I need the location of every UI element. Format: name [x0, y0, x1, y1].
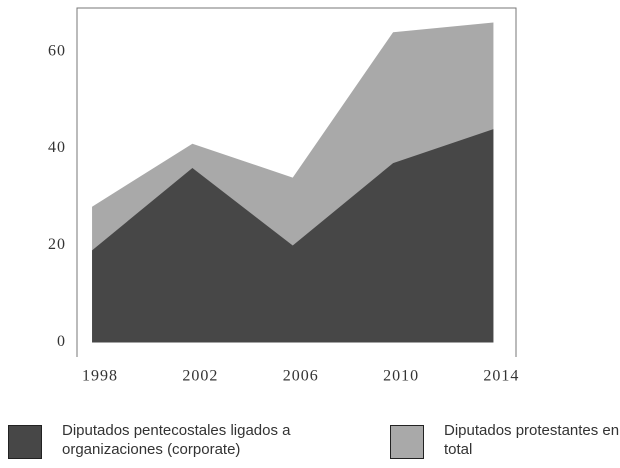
y-tick-label: 20	[48, 236, 66, 253]
legend-item: Diputados protestantes en total	[390, 422, 620, 459]
y-tick-label: 0	[57, 333, 66, 350]
x-tick-label: 1998	[82, 368, 118, 385]
legend-item: Diputados pentecostales ligados a organi…	[8, 422, 317, 459]
legend-label: Diputados pentecostales ligados a organi…	[62, 422, 291, 458]
legend-label: Diputados protestantes en total	[444, 422, 620, 458]
x-tick-label: 2010	[383, 368, 419, 385]
y-tick-label: 40	[48, 139, 66, 156]
x-tick-label: 2002	[182, 368, 218, 385]
x-tick-label: 2006	[283, 368, 319, 385]
legend-swatch	[8, 425, 42, 459]
x-tick-label: 2014	[483, 368, 519, 385]
chart: 0 20 40 60 1998 2002 2006 2010 2014	[48, 7, 519, 385]
y-tick-label: 60	[48, 42, 66, 59]
area	[92, 129, 494, 343]
legend-swatch	[390, 425, 424, 459]
plot-frame	[76, 7, 517, 357]
